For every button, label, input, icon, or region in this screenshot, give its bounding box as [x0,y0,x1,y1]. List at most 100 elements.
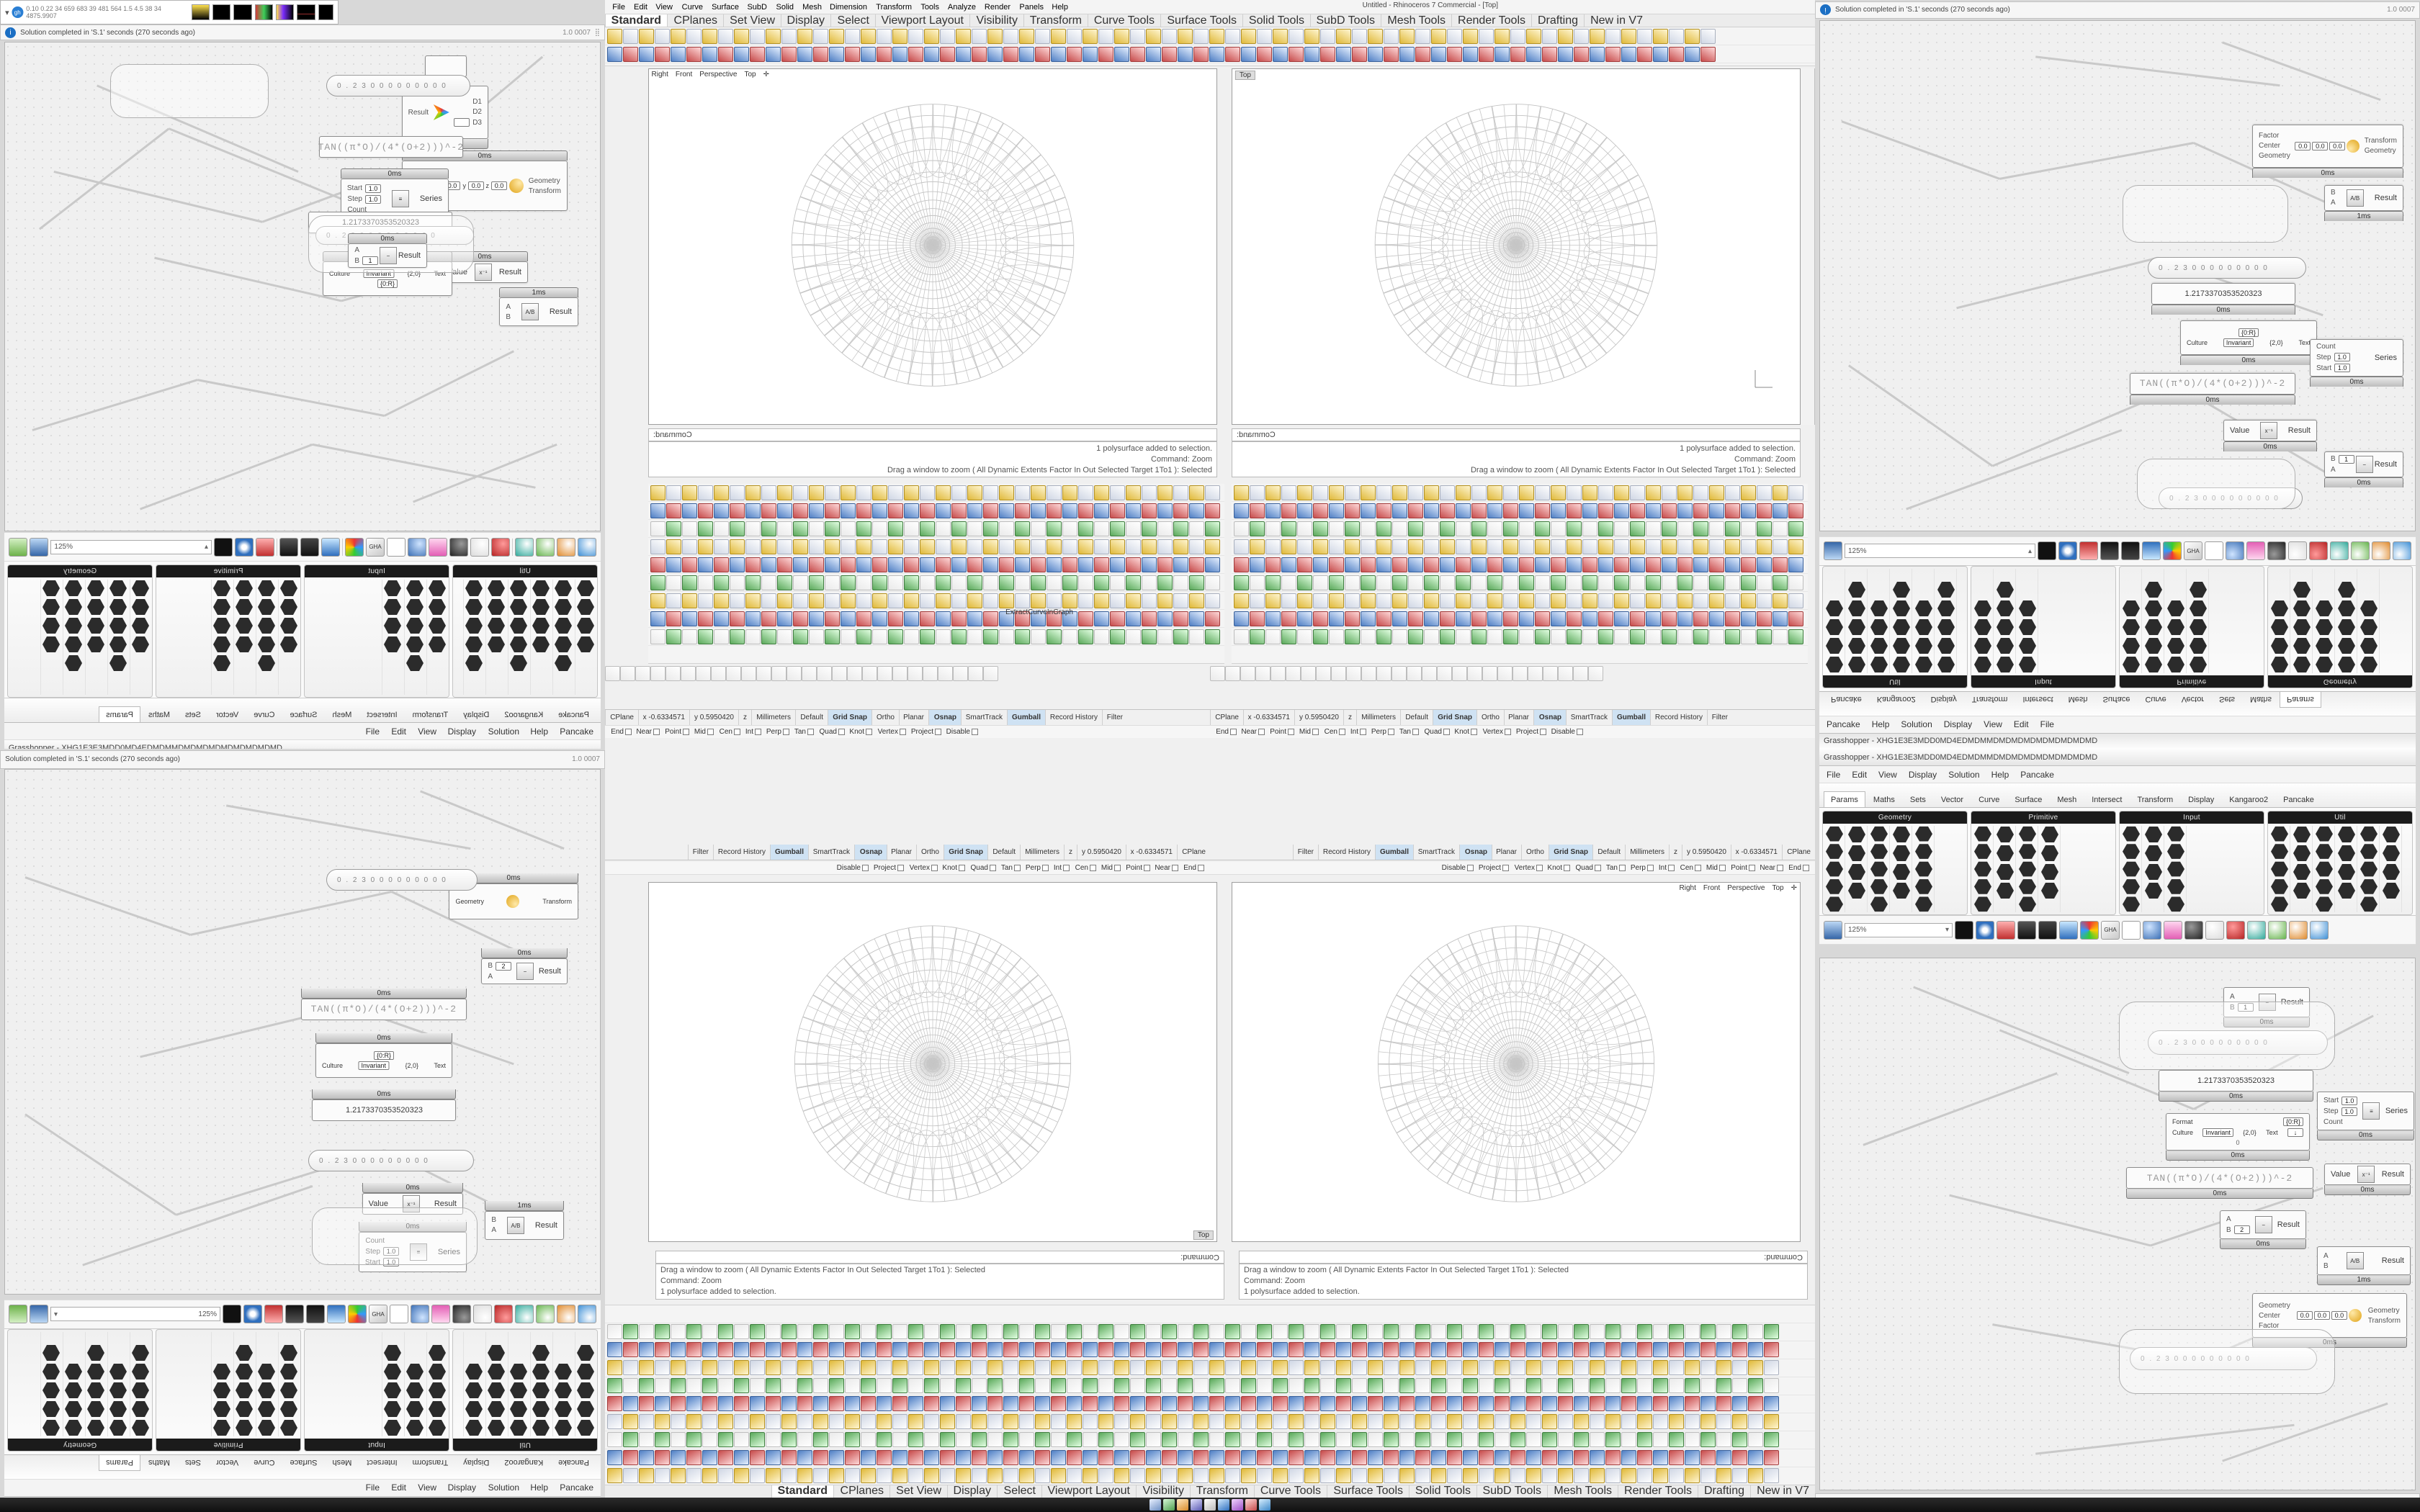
tool-icon[interactable] [1157,575,1173,590]
tool-icon[interactable] [1590,1432,1605,1448]
tool-icon[interactable] [682,539,697,554]
tool-icon[interactable] [920,575,935,590]
tool-icon[interactable] [1487,503,1502,518]
tool-icon[interactable] [1173,503,1188,518]
tool-icon[interactable] [1456,503,1471,518]
tool-icon[interactable] [1209,1432,1224,1448]
tool-icon[interactable] [1463,1342,1478,1358]
tool-icon[interactable] [797,1468,812,1484]
tool-icon[interactable] [1590,1324,1605,1340]
tool-icon[interactable] [956,46,971,62]
tool-icon[interactable] [1630,575,1645,590]
tool-icon[interactable] [983,575,998,590]
tool-icon[interactable] [1621,1468,1636,1484]
status-planar[interactable]: Planar [1503,710,1534,725]
tool-icon[interactable] [904,611,919,626]
tool-icon[interactable] [1015,629,1030,644]
component-icon[interactable] [87,617,104,634]
tool-icon[interactable] [1098,1414,1113,1430]
tool-icon[interactable] [1067,1378,1082,1394]
component-icon[interactable] [1893,826,1910,843]
tool-icon[interactable] [766,1342,781,1358]
tool-icon[interactable] [1035,1396,1050,1412]
gh-icon-column[interactable] [1936,569,1957,673]
tool-icon[interactable] [1130,1414,1145,1430]
osnap-tan[interactable]: Tan [1001,864,1021,872]
osnap-disable[interactable]: Disable [1442,864,1474,872]
osnap-mid[interactable]: Mid [694,728,714,736]
tool-icon[interactable] [777,629,792,644]
component-icon[interactable] [132,1344,149,1362]
tool-icon[interactable] [1653,1378,1668,1394]
tool-icon[interactable] [1241,1414,1256,1430]
tool-icon[interactable] [1582,503,1597,518]
tool-icon[interactable] [1384,1450,1399,1466]
tool-icon[interactable] [1178,1342,1193,1358]
component-icon[interactable] [2316,656,2333,673]
component-icon[interactable] [42,617,60,634]
tool-icon[interactable] [956,1360,971,1376]
tool-icon[interactable] [877,1396,892,1412]
tool-icon[interactable] [1582,575,1597,590]
tool-icon[interactable] [1067,1432,1082,1448]
component-icon[interactable] [2167,656,2184,673]
rhino-tab-viewport-layout[interactable]: Viewport Layout [874,14,970,27]
tool-icon[interactable] [1677,557,1693,572]
gh-icon-column[interactable] [426,580,447,695]
tool-icon[interactable] [734,1396,749,1412]
tool-icon[interactable] [1605,1450,1621,1466]
tool-icon[interactable] [1637,46,1652,62]
osnap-end[interactable]: End [1183,864,1204,872]
tool-icon[interactable] [718,1342,733,1358]
component-icon[interactable] [1915,844,1932,859]
gh-menu-view[interactable]: View [1984,719,2002,730]
tool-icon[interactable] [718,46,733,62]
tool-icon[interactable] [1304,1432,1319,1448]
tool-icon[interactable] [999,629,1014,644]
gh-tab-surface[interactable]: Surface [283,1455,325,1471]
component-icon[interactable] [2271,656,2288,673]
tool-icon[interactable] [1051,1378,1066,1394]
osnap-checkbox[interactable] [1443,729,1450,735]
tool-icon[interactable] [1408,485,1423,500]
tool-icon[interactable] [1297,611,1312,626]
component-icon[interactable] [1974,600,1991,617]
series-step[interactable]: 1.0 [2341,1107,2357,1116]
tool-icon[interactable] [1424,521,1439,536]
arrows-icon[interactable] [327,1305,346,1324]
osnap-cen[interactable]: Cen [1324,728,1345,736]
tool-icon[interactable] [1526,1432,1541,1448]
rhino-tab-subd-tools[interactable]: SubD Tools [1476,1485,1548,1498]
gh-group-body[interactable] [156,577,300,697]
bottom-tool-icon[interactable] [1558,666,1573,681]
component-icon[interactable] [258,636,275,653]
tool-icon[interactable] [1130,1396,1145,1412]
tool-icon[interactable] [686,1324,702,1340]
tool-icon[interactable] [1329,503,1344,518]
tool-icon[interactable] [1431,1396,1446,1412]
tool-icon[interactable] [1494,1342,1510,1358]
gradient-ball-icon[interactable] [557,537,575,557]
gh-icon-column[interactable] [552,580,573,695]
component-icon[interactable] [109,636,127,653]
tool-icon[interactable] [1067,1324,1082,1340]
tool-icon[interactable] [956,1468,971,1484]
gh-tab-sets[interactable]: Sets [2212,692,2242,708]
tool-icon[interactable] [1067,1396,1082,1412]
tool-icon[interactable] [766,28,781,44]
rhino-tab-set-view[interactable]: Set View [722,14,781,27]
tool-icon[interactable] [1503,629,1518,644]
osnap-quad[interactable]: Quad [1424,728,1450,736]
gh-icon-column[interactable] [2359,569,2380,673]
osnap-cen[interactable]: Cen [1680,864,1701,872]
series-step[interactable]: 1.0 [2334,353,2350,362]
rhino-toolgrid-bottom-right[interactable] [648,484,1224,664]
tool-icon[interactable] [1281,629,1296,644]
tool-icon[interactable] [1193,1414,1209,1430]
tool-icon[interactable] [1142,593,1157,608]
gh-tab-mesh[interactable]: Mesh [325,1455,359,1471]
tool-icon[interactable] [809,593,824,608]
rhino-menu-dimension[interactable]: Dimension [830,2,868,12]
tool-icon[interactable] [908,1468,923,1484]
tool-icon[interactable] [1725,557,1740,572]
